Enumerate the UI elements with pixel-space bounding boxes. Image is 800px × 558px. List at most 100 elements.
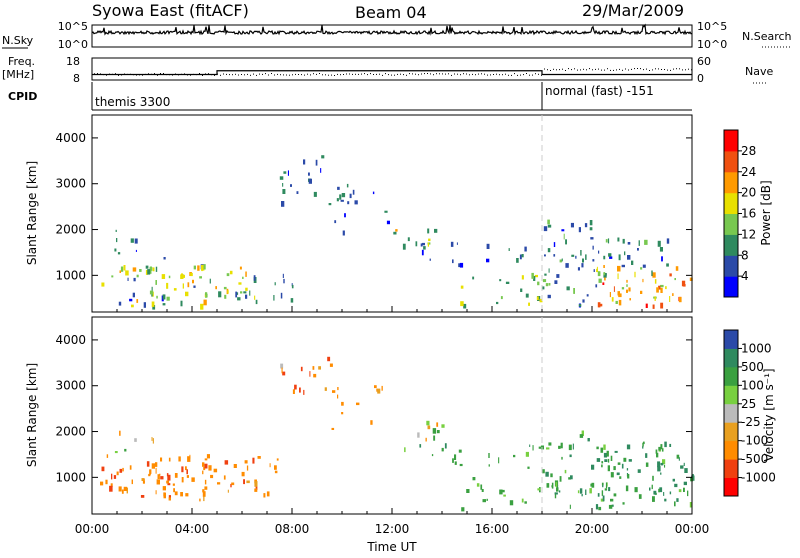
nave-point — [256, 74, 257, 76]
nave-point — [118, 74, 119, 76]
heatmap-cell — [427, 425, 431, 430]
heatmap-cell — [427, 242, 429, 247]
colorbar-segment — [724, 477, 738, 497]
colorbar-segment — [724, 234, 738, 256]
heatmap-cell — [291, 283, 293, 287]
x-tick-label: 16:00 — [475, 522, 510, 536]
heatmap-cell — [118, 301, 122, 306]
heatmap-cell — [516, 258, 519, 263]
colorbar-frame — [723, 329, 739, 497]
heatmap-cell — [146, 461, 150, 467]
heatmap-cell — [607, 458, 610, 463]
heatmap-cell — [665, 286, 667, 290]
heatmap-cell — [402, 243, 406, 250]
heatmap-cell — [166, 473, 169, 477]
beam-label: Beam 04 — [355, 3, 427, 22]
heatmap-cell — [586, 294, 589, 297]
heatmap-cell — [168, 457, 171, 462]
heatmap-cell — [645, 462, 649, 467]
heatmap-cell — [149, 290, 154, 295]
nave-point — [160, 73, 161, 74]
heatmap-cell — [472, 276, 475, 280]
heatmap-cell — [581, 494, 583, 497]
heatmap-cell — [354, 200, 358, 205]
heatmap-cell — [660, 444, 663, 450]
heatmap-cell — [283, 171, 287, 174]
heatmap-cell — [116, 471, 119, 476]
heatmap-cell — [590, 237, 594, 240]
nave-point — [163, 73, 164, 74]
heatmap-cell — [584, 223, 588, 228]
heatmap-cell — [613, 286, 615, 292]
nave-point — [676, 68, 677, 70]
heatmap-cell — [537, 488, 541, 491]
nave-point — [127, 73, 128, 75]
heatmap-cell — [282, 371, 286, 376]
heatmap-cell — [246, 480, 250, 484]
heatmap-cell — [579, 488, 583, 494]
heatmap-cell — [642, 446, 644, 449]
colorbar-segment — [724, 150, 738, 173]
heatmap-cell — [645, 453, 648, 458]
heatmap-cell — [596, 266, 598, 270]
nave-point — [610, 69, 611, 71]
power-colorbar: 28 24 20 16 12 8 4 — [723, 129, 756, 298]
heatmap-cell — [536, 296, 539, 301]
nave-point — [415, 73, 416, 75]
heatmap-cell — [162, 303, 166, 306]
heatmap-cell — [568, 444, 572, 451]
heatmap-cell — [454, 454, 457, 460]
heatmap-cell — [223, 286, 227, 290]
heatmap-cell — [604, 488, 608, 491]
heatmap-cell — [173, 288, 177, 291]
heatmap-cell — [340, 199, 344, 202]
heatmap-cell — [544, 254, 546, 257]
heatmap-cell — [415, 241, 418, 247]
nave-point — [199, 73, 200, 74]
heatmap-cell — [229, 270, 233, 275]
heatmap-cell — [404, 447, 406, 453]
nsearch-tick-high: 10^5 — [697, 20, 727, 33]
nave-point — [523, 74, 524, 76]
nave-point — [232, 74, 233, 76]
nave-point — [211, 74, 212, 76]
heatmap-cell — [274, 282, 276, 286]
nave-point — [649, 70, 650, 71]
heatmap-cell — [529, 444, 531, 447]
heatmap-cell — [223, 475, 226, 480]
nave-point — [376, 73, 377, 75]
heatmap-cell — [166, 296, 170, 301]
heatmap-cell — [136, 299, 139, 303]
heatmap-cell — [593, 269, 595, 272]
nave-label: Nave — [745, 65, 773, 78]
heatmap-cell — [596, 446, 599, 450]
heatmap-cell — [542, 469, 545, 474]
nave-point — [103, 74, 104, 76]
heatmap-cell — [151, 463, 155, 469]
heatmap-cell — [610, 472, 614, 478]
heatmap-cell — [294, 384, 297, 390]
heatmap-cell — [602, 485, 604, 488]
nave-point — [331, 74, 332, 76]
nave-point — [652, 69, 653, 71]
nave-point — [661, 69, 662, 70]
heatmap-cell — [208, 465, 212, 471]
heatmap-cell — [166, 480, 170, 484]
cpid-label: CPID — [8, 90, 37, 103]
heatmap-cell — [426, 420, 430, 426]
heatmap-cell — [663, 492, 665, 496]
heatmap-cell — [591, 464, 595, 470]
heatmap-cell — [118, 486, 122, 492]
heatmap-cell — [131, 304, 134, 308]
heatmap-cell — [590, 483, 592, 487]
heatmap-cell — [274, 465, 277, 470]
colorbar-segment — [724, 276, 738, 298]
heatmap-cell — [496, 301, 499, 305]
heatmap-cell — [127, 277, 129, 281]
nave-point — [643, 69, 644, 71]
y-tick-label: 4000 — [55, 131, 86, 145]
heatmap-cell — [213, 468, 218, 473]
nave-point — [220, 74, 221, 76]
heatmap-cell — [427, 228, 430, 234]
y-tick-label: 4000 — [55, 333, 86, 347]
